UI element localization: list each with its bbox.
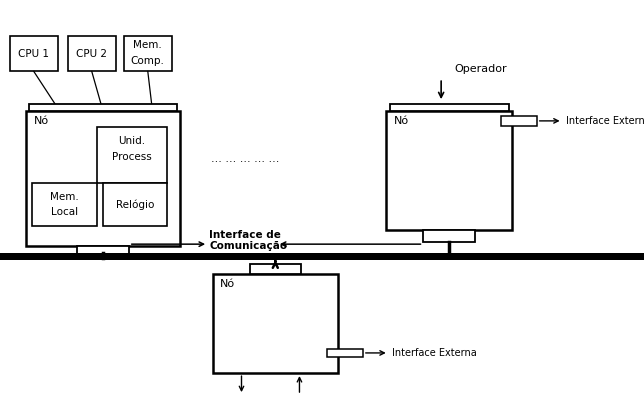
Text: Process: Process xyxy=(112,152,152,162)
Text: Interface de: Interface de xyxy=(209,230,281,240)
Text: Nó: Nó xyxy=(394,116,409,126)
Text: CPU 2: CPU 2 xyxy=(76,48,108,59)
Text: Comunicação: Comunicação xyxy=(209,241,287,251)
Text: Interface Externa: Interface Externa xyxy=(565,116,644,126)
Bar xyxy=(213,274,338,373)
Text: Operador: Operador xyxy=(454,64,507,74)
Bar xyxy=(29,104,177,111)
Bar xyxy=(10,36,58,71)
Text: CPU 1: CPU 1 xyxy=(18,48,50,59)
Text: Unid.: Unid. xyxy=(118,136,146,146)
Text: Mem.: Mem. xyxy=(133,40,162,50)
Text: Nó: Nó xyxy=(33,116,48,126)
Bar xyxy=(97,127,167,183)
Bar xyxy=(424,230,475,242)
Bar xyxy=(26,111,180,246)
Bar xyxy=(386,111,512,230)
Text: Comp.: Comp. xyxy=(131,56,165,66)
Text: ... ... ... ... ...: ... ... ... ... ... xyxy=(211,154,279,164)
Bar xyxy=(501,116,536,126)
Bar xyxy=(103,183,167,226)
Bar xyxy=(390,104,509,111)
Bar xyxy=(250,264,301,274)
Bar xyxy=(0,253,644,260)
Text: Interface Externa: Interface Externa xyxy=(392,348,477,358)
Text: Relógio: Relógio xyxy=(116,199,155,210)
Bar xyxy=(32,183,97,226)
Bar xyxy=(124,36,172,71)
Text: Nó: Nó xyxy=(220,279,235,289)
Bar xyxy=(77,246,129,258)
Bar xyxy=(68,36,116,71)
Text: Local: Local xyxy=(51,207,78,218)
Text: Mem.: Mem. xyxy=(50,191,79,202)
Bar xyxy=(328,349,363,357)
